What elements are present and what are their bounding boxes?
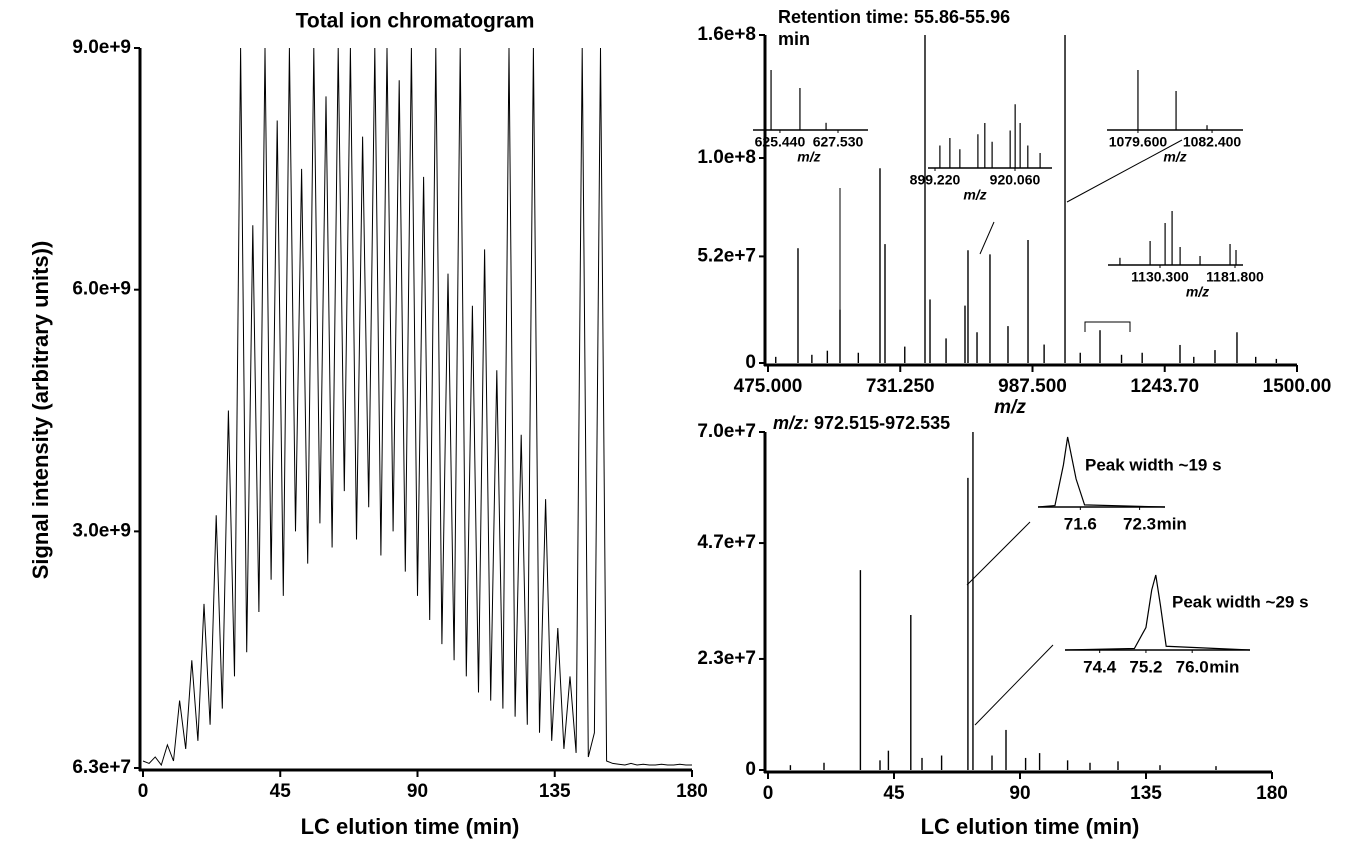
inset-tick-label: 74.4	[1083, 657, 1117, 676]
x-tick-label: 180	[1256, 783, 1288, 804]
inset-tick-label: 627.530	[813, 134, 864, 150]
y-tick-label: 2.3e+7	[697, 648, 756, 669]
inset-tick-label: 920.060	[990, 172, 1041, 188]
inset-tick-label: 1130.300	[1131, 269, 1189, 285]
x-axis-label: m/z	[994, 397, 1026, 418]
connectors	[839, 139, 1183, 726]
y-tick-label: 4.7e+7	[697, 532, 756, 553]
chart-title: Total ion chromatogram	[296, 10, 535, 33]
x-tick-label: 0	[138, 781, 149, 802]
inset-unit: m/z	[797, 149, 820, 165]
x-tick-label: 1500.00	[1263, 376, 1332, 397]
x-tick-label: 45	[270, 781, 292, 802]
trace	[1037, 436, 1166, 508]
inset-tick-label: 1079.600	[1109, 134, 1168, 150]
x-tick-label: 90	[407, 781, 428, 802]
chart-title: m/z: 972.515-972.535	[773, 413, 950, 433]
y-tick-label: 1.0e+8	[697, 147, 756, 168]
trace	[1064, 574, 1251, 651]
inset-tick-label: 71.6	[1064, 514, 1097, 533]
y-tick-label: 1.6e+8	[697, 24, 756, 45]
x-tick-label: 731.250	[866, 376, 935, 397]
inset-tick-label: 72.3	[1123, 514, 1156, 533]
x-tick-label: 1243.70	[1130, 376, 1199, 397]
x-tick-label: 45	[883, 783, 905, 804]
y-tick-label: 6.0e+9	[72, 279, 131, 300]
y-tick-label: 7.0e+7	[697, 421, 756, 442]
x-tick-label: 0	[763, 783, 774, 804]
connector	[1066, 139, 1183, 203]
inset-tick-label: 1181.800	[1206, 269, 1264, 285]
x-tick-label: 90	[1009, 783, 1030, 804]
title-value: 972.515-972.535	[814, 413, 950, 433]
x-axis-label: LC elution time (min)	[301, 814, 520, 839]
connector	[974, 644, 1054, 726]
inset-unit: m/z	[1186, 284, 1209, 300]
bracket	[1084, 321, 1131, 332]
inset-unit: min	[1209, 657, 1239, 676]
x-tick-label: 475.000	[734, 376, 803, 397]
connector	[979, 221, 995, 255]
inset-tick-label: 899.220	[910, 172, 961, 188]
y-tick-label: 0	[745, 759, 756, 780]
y-tick-label: 9.0e+9	[72, 37, 131, 58]
inset-unit: m/z	[963, 187, 986, 203]
y-tick-label: 3.0e+9	[72, 520, 131, 541]
inset-unit: min	[1157, 514, 1187, 533]
x-tick-label: 987.500	[998, 376, 1067, 397]
x-tick-label: 135	[1130, 783, 1162, 804]
chart-title: Retention time: 55.86-55.96 min	[778, 7, 1011, 49]
title-prefix: m/z:	[773, 413, 809, 433]
inset-label: Peak width ~29 s	[1172, 592, 1309, 611]
inset-unit: m/z	[1163, 149, 1186, 165]
trace	[142, 47, 692, 767]
x-axis-label: LC elution time (min)	[921, 814, 1140, 839]
connector	[966, 521, 1031, 586]
x-tick-label: 135	[539, 781, 571, 802]
inset-label: Peak width ~19 s	[1085, 455, 1222, 474]
y-tick-label: 0	[745, 352, 756, 373]
inset-tick-label: 76.0	[1176, 657, 1209, 676]
y-tick-label: 6.3e+7	[72, 757, 131, 778]
chart-title-box: Retention time: 55.86-55.96 min	[778, 7, 1011, 49]
inset-tick-label: 625.440	[755, 134, 806, 150]
inset-tick-label: 1082.400	[1183, 134, 1242, 150]
x-tick-label: 180	[676, 781, 708, 802]
y-axis-label: Signal intensity (arbitrary units))	[28, 241, 53, 580]
y-tick-label: 5.2e+7	[697, 245, 756, 266]
inset-tick-label: 75.2	[1129, 657, 1162, 676]
